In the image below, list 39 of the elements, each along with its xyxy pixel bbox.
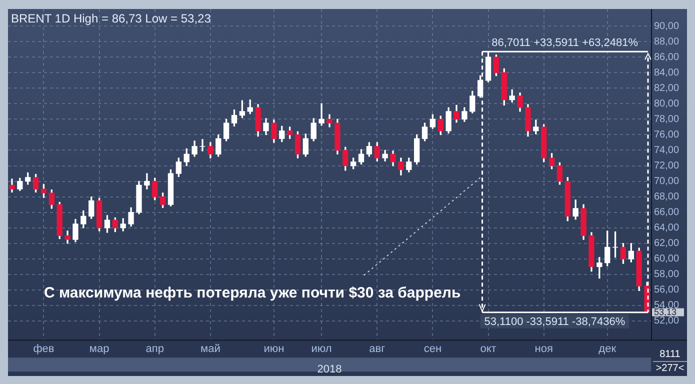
x-tick-label: сен xyxy=(424,343,442,356)
y-tick-label: 74,00 xyxy=(654,144,680,156)
x-tick-label: апр xyxy=(146,343,164,356)
x-axis-title: 2018 xyxy=(317,363,342,376)
y-tick-label: 80,00 xyxy=(654,98,680,110)
y-tick-label: 62,00 xyxy=(654,238,680,250)
x-tick-label: фев xyxy=(33,343,54,356)
y-tick-label: 90,00 xyxy=(654,20,680,32)
x-tick-label: май xyxy=(200,343,220,356)
chart-title: BRENT 1D High = 86,73 Low = 53,23 xyxy=(11,11,212,26)
y-tick-label: 72,00 xyxy=(654,160,680,172)
candlestick xyxy=(144,173,150,190)
annotation: С максимума нефть потеряла уже почти $30 за баррель xyxy=(44,284,461,302)
y-tick-label: 68,00 xyxy=(654,192,680,203)
x-tick-label: июл xyxy=(311,343,332,356)
text: >277< xyxy=(653,361,687,375)
y-tick-label: 86,00 xyxy=(654,52,680,63)
x-tick-label: авг xyxy=(369,343,386,356)
y-tick-label: 58,00 xyxy=(654,269,680,280)
candlestick xyxy=(318,103,324,126)
y-tick-label: 60,00 xyxy=(654,254,680,265)
x-tick-label: мар xyxy=(89,343,110,356)
text: 8111 xyxy=(658,348,682,361)
x-tick-label: ноя xyxy=(534,343,553,356)
y-tick-label: 88,00 xyxy=(654,36,680,48)
y-tick-label: 66,00 xyxy=(654,207,680,218)
y-tick-label: 56,00 xyxy=(654,284,680,296)
y-tick-label: 78,00 xyxy=(654,114,680,125)
x-tick-label: окт xyxy=(480,343,496,356)
y-tick-label: 70,00 xyxy=(654,176,680,188)
y-tick-label: 64,00 xyxy=(654,222,680,234)
ref-line-label: 53,1100 -33,5911 -38,7436% xyxy=(484,316,626,328)
y-tick-label: 52,00 xyxy=(654,316,680,327)
y-tick-label: 84,00 xyxy=(654,67,680,78)
x-tick-label: июн xyxy=(264,343,284,356)
y-tick-label: 82,00 xyxy=(654,82,680,94)
x-tick-label: дек xyxy=(598,343,616,356)
ref-line-label: 86,7011 +33,5911 +63,2481% xyxy=(492,37,638,50)
y-tick-label: 76,00 xyxy=(654,129,680,140)
